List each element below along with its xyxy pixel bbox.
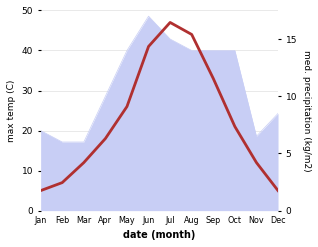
- Y-axis label: med. precipitation (kg/m2): med. precipitation (kg/m2): [302, 50, 311, 171]
- Y-axis label: max temp (C): max temp (C): [7, 79, 16, 142]
- X-axis label: date (month): date (month): [123, 230, 196, 240]
